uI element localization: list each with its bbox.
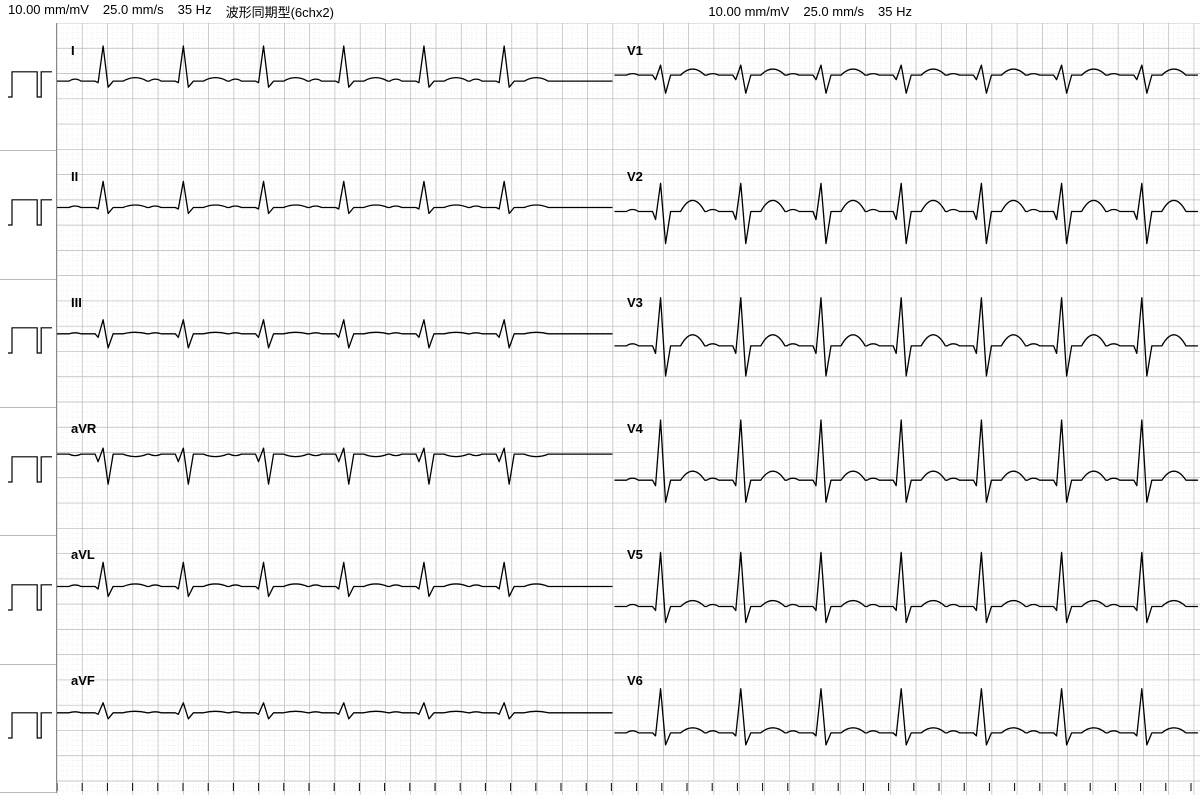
trace-V1: [614, 65, 1198, 93]
lead-label-V1: V1: [627, 43, 643, 58]
calibration-pulse-1: [0, 151, 56, 279]
calibration-pulse-3: [0, 408, 56, 536]
trace-aVF: [57, 703, 612, 719]
trace-V3: [614, 298, 1198, 376]
mode-label: 波形同期型(6chx2): [226, 2, 334, 21]
trace-aVL: [57, 562, 612, 596]
calibration-pulse-0: [0, 23, 56, 151]
ecg-main: IIIIIIaVRaVLaVFV1V2V3V4V5V6: [0, 23, 1200, 793]
lead-label-aVF: aVF: [71, 673, 95, 688]
trace-III: [57, 320, 612, 348]
gain-label-right: 10.00 mm/mV: [708, 4, 789, 19]
lead-label-V6: V6: [627, 673, 643, 688]
settings-header: 10.00 mm/mV 25.0 mm/s 35 Hz 波形同期型(6chx2)…: [0, 0, 1200, 23]
header-left-group: 10.00 mm/mV 25.0 mm/s 35 Hz 波形同期型(6chx2): [8, 2, 334, 21]
lead-label-aVR: aVR: [71, 421, 96, 436]
trace-I: [57, 46, 612, 87]
lead-label-V2: V2: [627, 169, 643, 184]
filter-label-left: 35 Hz: [178, 2, 212, 21]
speed-label-left: 25.0 mm/s: [103, 2, 164, 21]
lead-label-V5: V5: [627, 547, 643, 562]
lead-label-V4: V4: [627, 421, 643, 436]
ecg-plot-area: IIIIIIaVRaVLaVFV1V2V3V4V5V6: [57, 23, 1200, 793]
lead-label-V3: V3: [627, 295, 643, 310]
calibration-pulse-5: [0, 665, 56, 793]
trace-aVR: [57, 448, 612, 484]
calibration-pulse-2: [0, 280, 56, 408]
lead-label-I: I: [71, 43, 75, 58]
filter-label-right: 35 Hz: [878, 4, 912, 19]
calibration-column: [0, 23, 57, 793]
trace-II: [57, 181, 612, 213]
lead-label-aVL: aVL: [71, 547, 95, 562]
speed-label-right: 25.0 mm/s: [803, 4, 864, 19]
trace-V5: [614, 552, 1198, 622]
calibration-pulse-4: [0, 536, 56, 664]
trace-V6: [614, 689, 1198, 745]
lead-label-II: II: [71, 169, 78, 184]
lead-label-III: III: [71, 295, 82, 310]
trace-V2: [614, 183, 1198, 243]
trace-V4: [614, 420, 1198, 502]
header-right-group: 10.00 mm/mV 25.0 mm/s 35 Hz: [708, 4, 912, 19]
gain-label-left: 10.00 mm/mV: [8, 2, 89, 21]
